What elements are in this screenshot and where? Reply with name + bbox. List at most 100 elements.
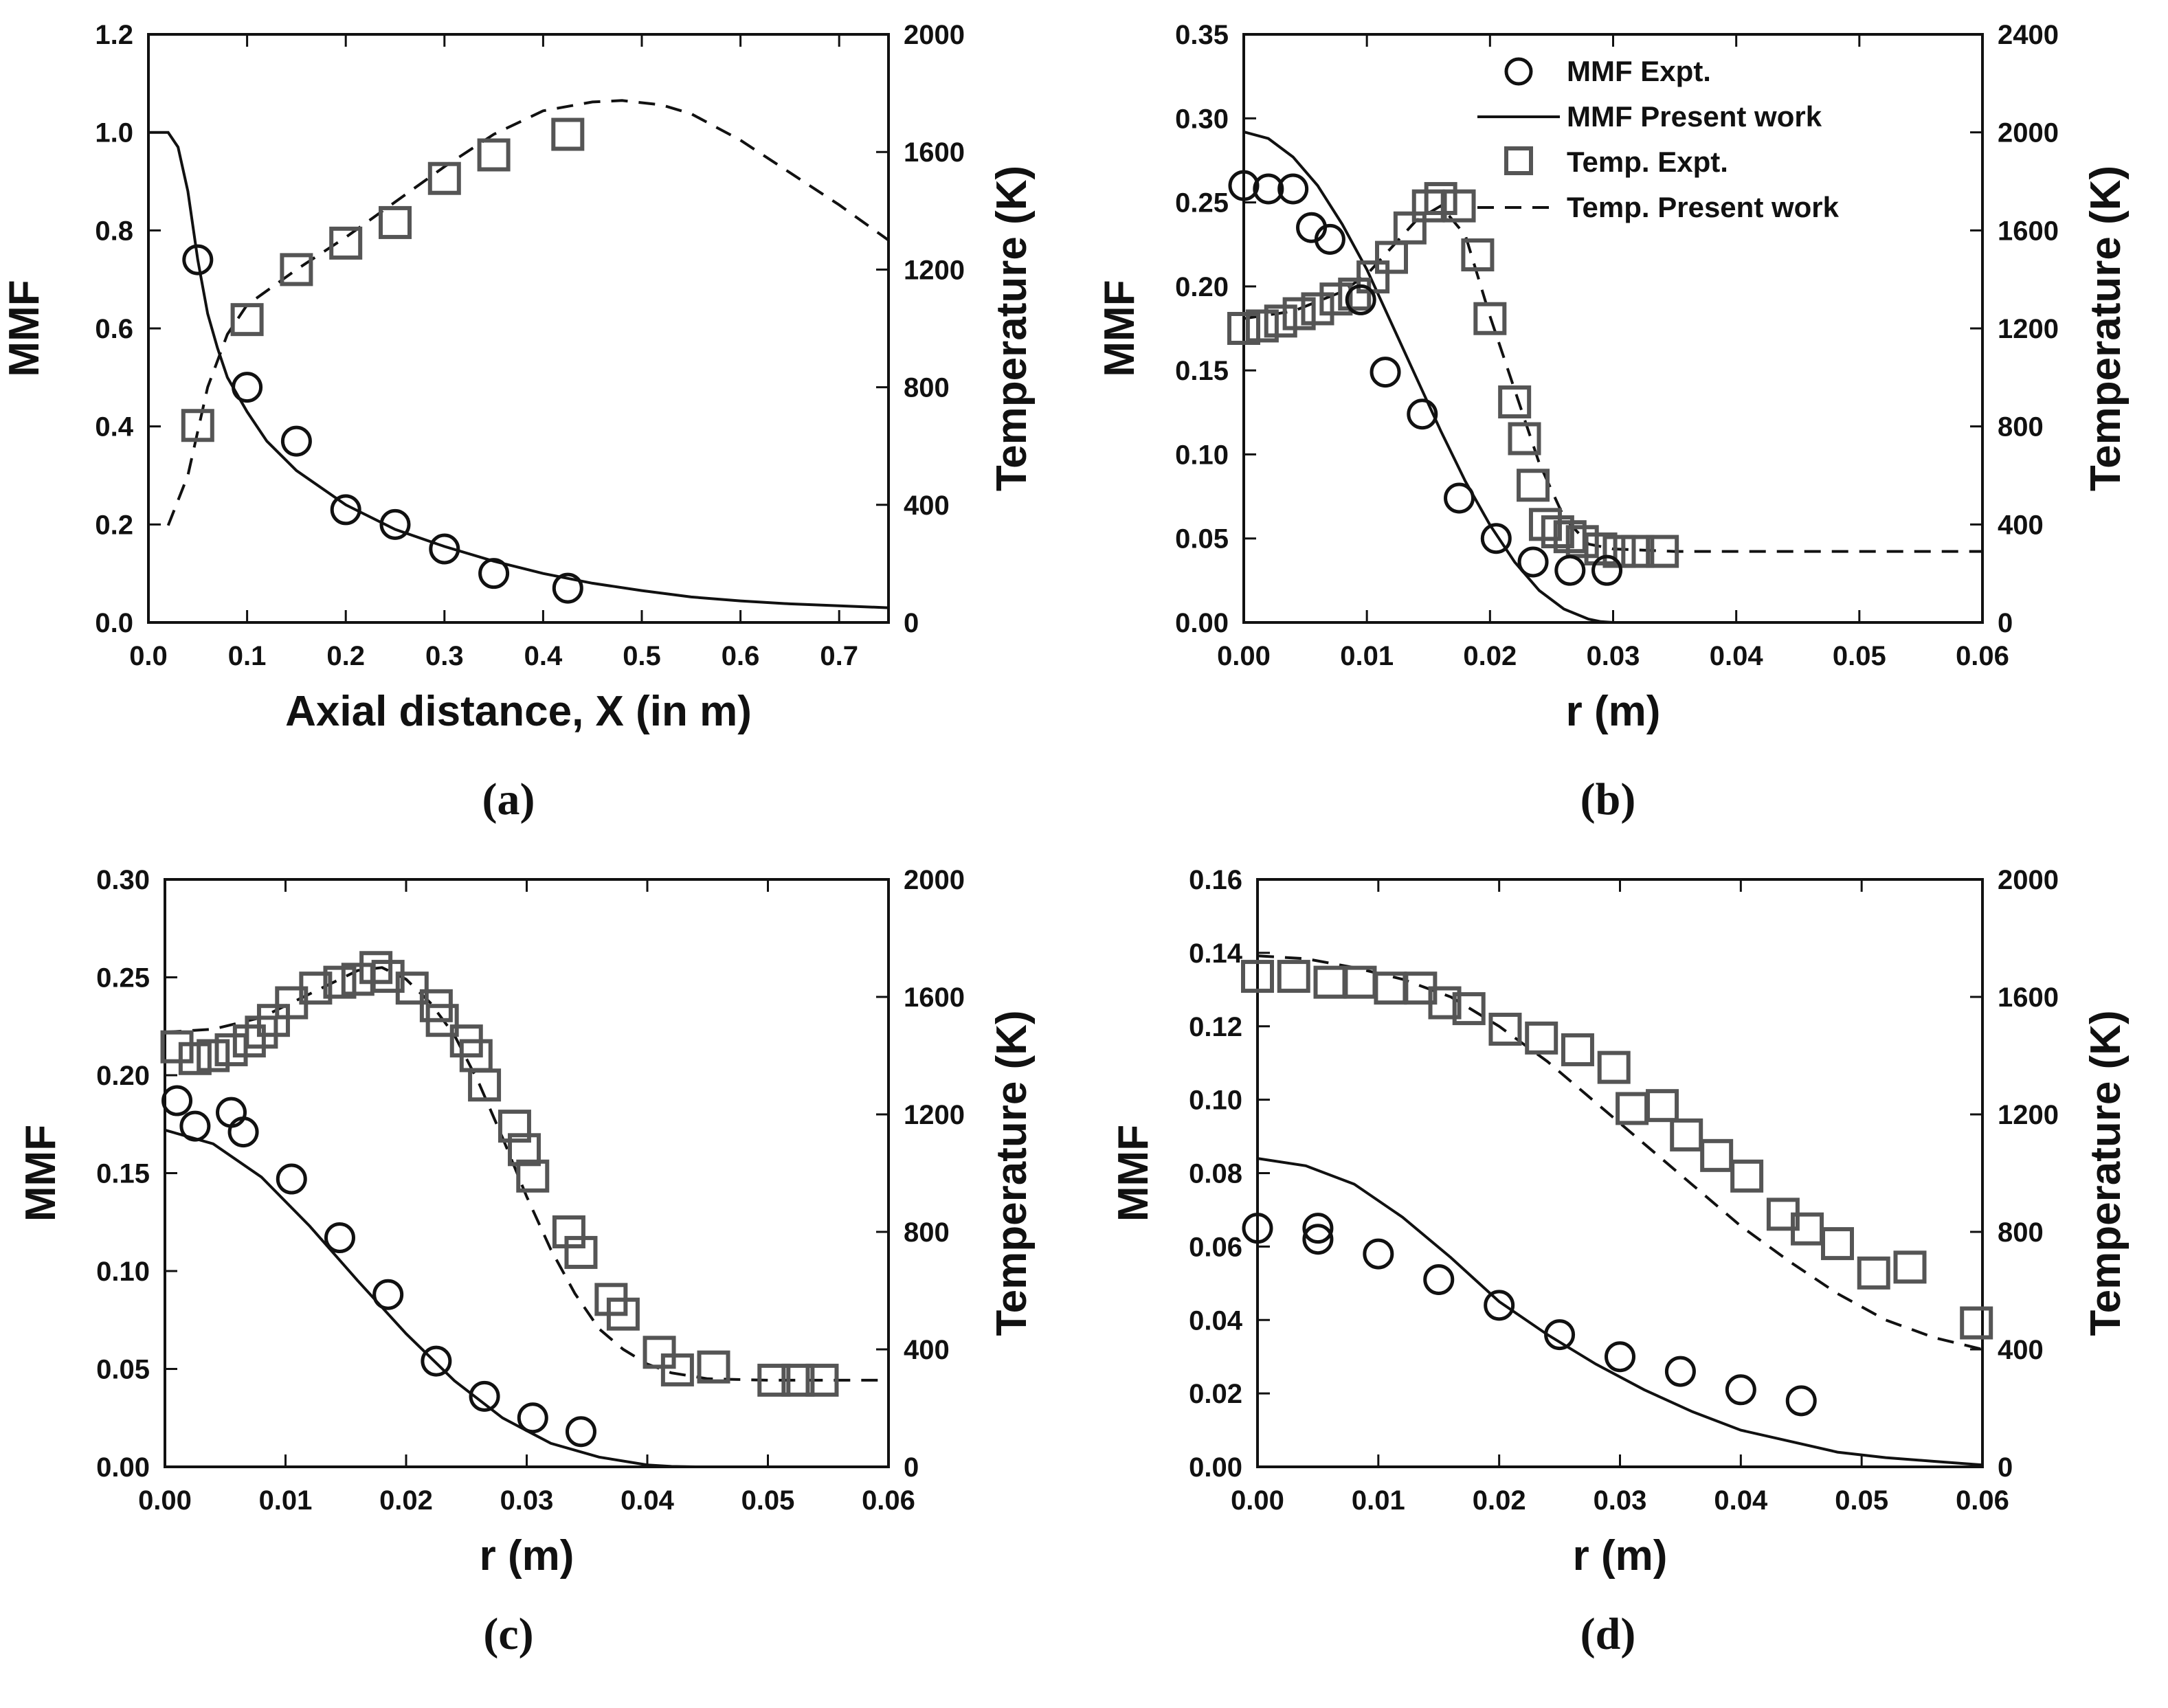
y-tick-label: 0.6 — [95, 314, 133, 344]
temp-expt-marker — [178, 1042, 212, 1075]
x-tick-label: 0.00 — [1231, 1485, 1284, 1516]
x-tick-label: 0.7 — [820, 641, 858, 671]
y2-tick-label: 400 — [1998, 1335, 2044, 1365]
temp-expt-marker — [371, 960, 405, 993]
temp-expt-marker — [606, 1297, 640, 1331]
x-tick-label: 0.00 — [138, 1485, 192, 1516]
mmf-expt-marker — [517, 1402, 548, 1434]
mmf-expt-marker — [1484, 1290, 1515, 1321]
panel-caption: (b) — [1580, 774, 1636, 824]
temp-expt-marker — [1264, 304, 1297, 338]
temp-expt-marker — [1319, 282, 1353, 316]
temp-expt-marker — [280, 253, 313, 286]
temp-expt-marker — [498, 1110, 531, 1143]
panel-c: 0.00 0.01 0.02 0.03 0.04 0.05 0.06 0.00 0.05 0.10… — [17, 865, 1036, 1659]
temp-expt-marker — [427, 161, 461, 195]
temp-expt-marker — [1338, 278, 1372, 311]
mmf-expt-marker — [161, 1085, 193, 1116]
x-axis-label: Axial distance, X (in m) — [285, 688, 752, 735]
y-tick-label: 0.35 — [1175, 20, 1229, 50]
temp-model-line — [1244, 204, 1982, 553]
y-tick-label: 0.10 — [96, 1257, 150, 1287]
mmf-expt-marker — [1725, 1374, 1756, 1406]
y-tick-label: 0.30 — [1175, 104, 1229, 134]
x-tick-label: 0.06 — [862, 1485, 915, 1516]
mmf-expt-marker — [469, 1380, 500, 1412]
mmf-expt-marker — [227, 1116, 259, 1148]
x-tick-label: 0.00 — [1217, 641, 1271, 671]
temp-expt-marker — [1277, 960, 1310, 993]
y-tick-label: 0.20 — [96, 1061, 150, 1091]
temp-expt-marker — [181, 409, 214, 442]
temp-model-line — [165, 966, 889, 1382]
mmf-expt-marker — [1253, 173, 1284, 205]
temp-expt-marker — [1375, 240, 1408, 274]
mmf-model-line — [165, 1128, 889, 1467]
y-tick-label: 0.06 — [1189, 1232, 1242, 1262]
temp-expt-marker — [379, 205, 412, 239]
x-tick-label: 0.06 — [1956, 1485, 2009, 1516]
mmf-expt-marker — [1544, 1319, 1576, 1351]
mmf-expt-marker — [565, 1416, 596, 1448]
panel-a: 0.0 0.1 0.2 0.3 0.4 0.5 0.6 0.7 0.0 0.2 0.4 0.6 0.8 1… — [1, 20, 1036, 824]
y-tick-label: 0.00 — [1175, 608, 1229, 638]
mmf-expt-marker — [1517, 546, 1549, 578]
y-tick-label: 1.0 — [95, 118, 133, 148]
x-tick-label: 0.1 — [228, 641, 267, 671]
legend-mmf-model-label: MMF Present work — [1567, 100, 1822, 133]
mmf-expt-marker — [324, 1222, 355, 1254]
x-tick-label: 0.01 — [1352, 1485, 1405, 1516]
temp-expt-marker — [1525, 1021, 1558, 1055]
x-tick-label: 0.0 — [129, 641, 168, 671]
y-tick-label: 0.25 — [1175, 188, 1229, 218]
temp-expt-marker — [1670, 1118, 1703, 1151]
mmf-expt-marker — [232, 372, 263, 403]
x-tick-label: 0.05 — [1833, 641, 1886, 671]
y-tick-label: 0.08 — [1189, 1159, 1242, 1189]
legend-mmf-expt-marker — [1504, 57, 1533, 86]
mmf-expt-marker — [1480, 523, 1512, 554]
x-tick-label: 0.04 — [1714, 1485, 1768, 1516]
y2-tick-label: 2000 — [1998, 118, 2059, 148]
temp-expt-marker — [516, 1159, 550, 1193]
mmf-expt-marker — [1345, 284, 1376, 315]
mmf-expt-marker — [1664, 1356, 1696, 1387]
y-tick-label: 0.00 — [96, 1452, 150, 1483]
legend: MMF Expt. MMF Present work Temp. Expt. Temp… — [1477, 55, 1840, 223]
temp-expt-marker — [1565, 525, 1599, 559]
x-axis-label: r (m) — [1566, 688, 1661, 735]
temp-expt-marker — [1541, 515, 1574, 549]
temp-expt-marker — [1616, 1092, 1649, 1125]
temp-expt-marker — [468, 1068, 502, 1102]
panel-b: 0.00 0.01 0.02 0.03 0.04 0.05 0.06 0.00 0.05 0.10… — [1096, 20, 2130, 824]
x-tick-label: 0.5 — [623, 641, 661, 671]
y2-tick-label: 800 — [1998, 1217, 2044, 1248]
x-tick-label: 0.4 — [524, 641, 563, 671]
mmf-expt-marker — [1407, 398, 1438, 430]
temp-expt-marker — [564, 1235, 598, 1269]
temp-expt-marker — [1488, 1013, 1522, 1046]
mmf-expt-marker — [1302, 1213, 1334, 1244]
temp-expt-marker — [1227, 312, 1260, 345]
temp-expt-marker — [299, 971, 333, 1005]
mmf-expt-marker — [330, 494, 361, 526]
mmf-expt-marker — [1785, 1385, 1817, 1417]
mmf-expt-marker — [1314, 223, 1345, 255]
legend-mmf-expt-label: MMF Expt. — [1567, 55, 1711, 87]
temp-expt-marker — [160, 1030, 194, 1064]
mmf-model-line — [1258, 1157, 1982, 1467]
y2-tick-label: 1200 — [904, 255, 965, 285]
y2-axis-label: Temperature (K) — [988, 166, 1036, 491]
temp-expt-marker — [1452, 992, 1486, 1026]
temp-expt-marker — [1646, 1089, 1679, 1123]
temp-expt-marker — [1960, 1306, 1993, 1340]
mmf-expt-marker — [276, 1163, 307, 1195]
temp-expt-marker — [230, 303, 264, 337]
y-tick-label: 0.04 — [1189, 1305, 1243, 1336]
plot-frame — [164, 878, 890, 1468]
y2-tick-label: 800 — [904, 1217, 950, 1248]
y2-tick-label: 1200 — [1998, 314, 2059, 344]
mmf-expt-marker — [478, 558, 510, 589]
panel-caption: (a) — [482, 774, 535, 824]
